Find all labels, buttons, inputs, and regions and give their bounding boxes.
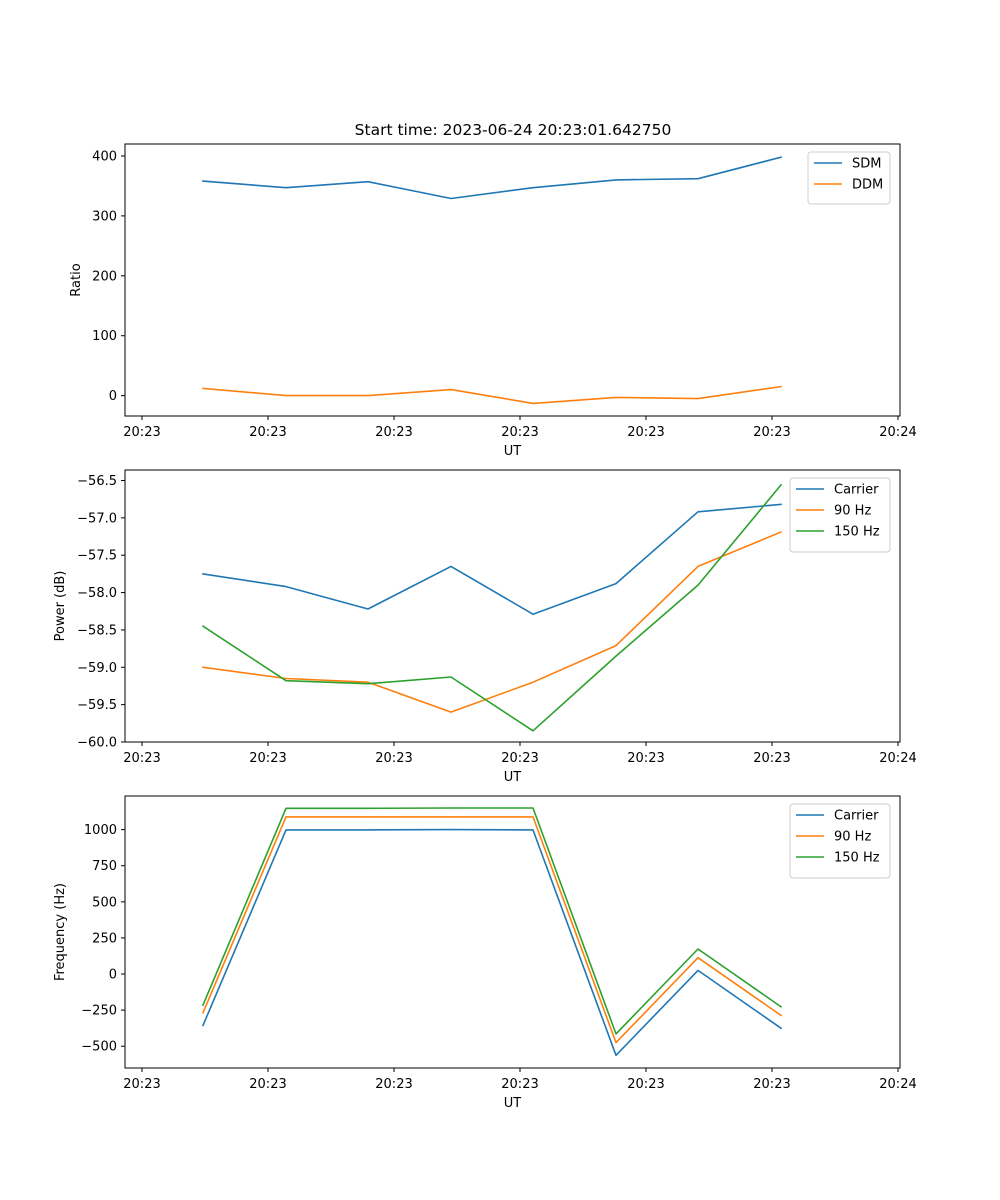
series-line-150-hz	[201, 483, 783, 732]
x-tick-label: 20:23	[249, 1077, 286, 1092]
y-axis-label: Ratio	[69, 263, 84, 296]
series-line-ddm	[202, 385, 782, 405]
x-tick-label: 20:23	[753, 751, 790, 766]
y-tick-label: −57.0	[77, 511, 117, 526]
legend-label: 90 Hz	[834, 830, 871, 845]
y-tick-label: 1000	[84, 823, 117, 838]
series-line-150-hz	[201, 807, 783, 1035]
legend: Carrier 90 Hz 150 Hz	[789, 803, 891, 879]
series-line-carrier	[202, 503, 782, 616]
legend-label: 150 Hz	[834, 851, 880, 866]
x-tick-label: 20:23	[375, 1077, 412, 1092]
y-axis-label: Power (dB)	[53, 571, 68, 642]
x-tick-label: 20:23	[123, 425, 160, 440]
axes-frame	[124, 795, 901, 1069]
x-tick-label: 20:23	[123, 1077, 160, 1092]
x-tick-label: 20:24	[879, 751, 916, 766]
y-tick-label: −58.0	[77, 586, 117, 601]
x-axis-label: UT	[504, 1096, 522, 1111]
y-tick-label: −250	[81, 1004, 117, 1019]
y-tick-label: 400	[92, 149, 117, 164]
x-axis-label: UT	[504, 444, 522, 459]
x-tick-label: 20:23	[501, 751, 538, 766]
series-line-90-hz	[202, 530, 783, 713]
legend-box	[789, 477, 891, 553]
legend: Carrier 90 Hz 150 Hz	[789, 477, 891, 553]
y-tick-label: 500	[92, 895, 117, 910]
series-line-carrier	[201, 828, 783, 1057]
y-tick-label: −59.0	[77, 661, 117, 676]
figure-title: Start time: 2023-06-24 20:23:01.642750	[355, 121, 672, 139]
axes-frame	[124, 143, 901, 417]
y-tick-label: 0	[109, 968, 117, 983]
legend-label: Carrier	[834, 483, 879, 498]
y-tick-label: 750	[92, 859, 117, 874]
x-tick-label: 20:23	[249, 751, 286, 766]
x-axis-label: UT	[504, 770, 522, 785]
subplots: 0 100 200 300 400 20:23 20:23 20:23 20:23 20:23 20…	[53, 143, 917, 1111]
y-tick-label: −57.5	[77, 549, 117, 564]
y-tick-label: 250	[92, 931, 117, 946]
x-tick-label: 20:23	[627, 425, 664, 440]
x-tick-label: 20:23	[753, 425, 790, 440]
x-tick-label: 20:23	[627, 751, 664, 766]
x-tick-label: 20:23	[753, 1077, 790, 1092]
legend-label: DDM	[852, 178, 883, 193]
legend-box	[789, 803, 891, 879]
legend-label: Carrier	[834, 809, 879, 824]
y-tick-label: 200	[92, 269, 117, 284]
y-tick-label: −59.5	[77, 698, 117, 713]
subplot-1: 0 100 200 300 400 20:23 20:23 20:23 20:23 20:23 20…	[69, 143, 917, 459]
x-tick-label: 20:23	[249, 425, 286, 440]
y-tick-label: −58.5	[77, 623, 117, 638]
series-line-90-hz	[201, 816, 783, 1044]
y-tick-label: −500	[81, 1040, 117, 1055]
y-axis-label: Frequency (Hz)	[53, 883, 68, 981]
legend-label: 90 Hz	[834, 504, 871, 519]
subplot-2: −60.0 −59.5 −59.0 −58.5 −58.0 −57.5 −57.0 −56.5…	[53, 469, 917, 785]
x-tick-label: 20:23	[627, 1077, 664, 1092]
y-tick-label: −56.5	[77, 474, 117, 489]
x-tick-label: 20:24	[879, 425, 916, 440]
x-tick-label: 20:24	[879, 1077, 916, 1092]
x-tick-label: 20:23	[501, 425, 538, 440]
x-tick-label: 20:23	[375, 425, 412, 440]
x-tick-label: 20:23	[123, 751, 160, 766]
legend-label: SDM	[852, 157, 881, 172]
y-tick-label: 0	[109, 389, 117, 404]
x-tick-label: 20:23	[501, 1077, 538, 1092]
y-tick-label: 100	[92, 329, 117, 344]
y-tick-label: −60.0	[77, 736, 117, 751]
x-tick-label: 20:23	[375, 751, 412, 766]
subplot-3: −500 −250 0 250 500 750 1000 20:23 20:23 20:23 20:…	[53, 795, 917, 1111]
series-line-sdm	[202, 156, 782, 200]
legend-box	[807, 151, 891, 205]
y-tick-label: 300	[92, 209, 117, 224]
axes-frame	[124, 469, 901, 743]
legend: SDM DDM	[807, 151, 891, 205]
legend-label: 150 Hz	[834, 525, 880, 540]
